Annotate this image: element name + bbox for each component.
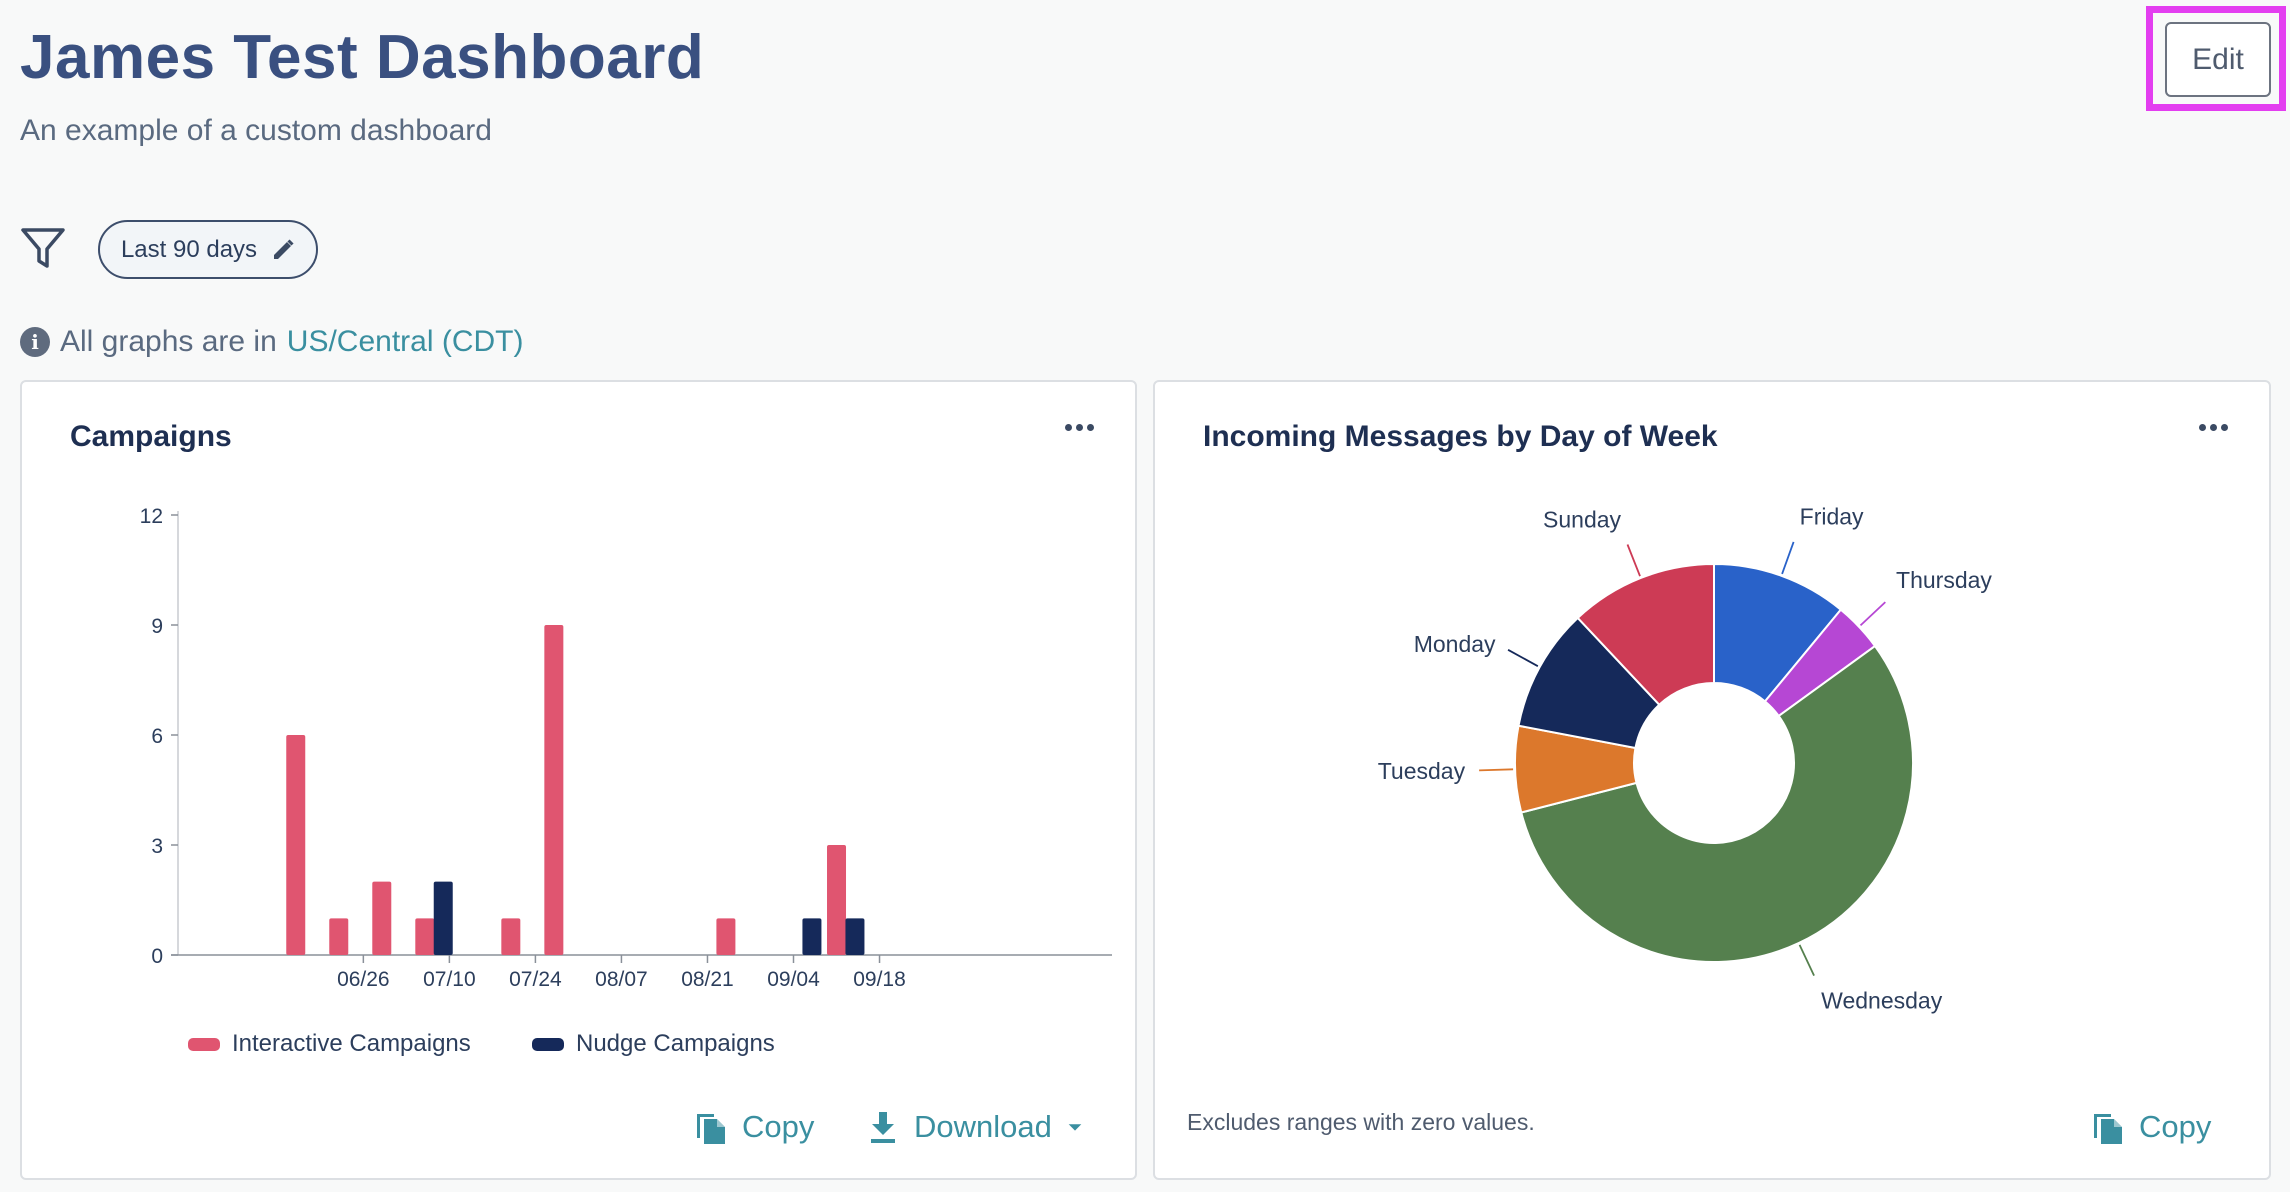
more-dot-icon	[1064, 423, 1072, 431]
download-icon	[871, 1112, 895, 1143]
campaigns-more-button[interactable]	[1059, 412, 1099, 442]
bar-nudge-campaigns	[845, 918, 865, 955]
messages-copy-button[interactable]: Copy	[2091, 1102, 2211, 1152]
y-tick-label: 12	[140, 505, 163, 528]
slice-label-thursday: Thursday	[1896, 567, 1992, 593]
bar-interactive-campaigns	[329, 918, 349, 955]
legend-swatch-interactive	[188, 1037, 220, 1051]
caret-down-icon	[1068, 1124, 1082, 1131]
info-icon: i	[20, 327, 50, 357]
slice-label-monday: Monday	[1414, 631, 1496, 657]
more-dot-icon	[2209, 423, 2217, 431]
campaigns-card-title: Campaigns	[70, 420, 232, 453]
slice-label-wednesday: Wednesday	[1821, 987, 1943, 1013]
timezone-link[interactable]: US/Central (CDT)	[286, 325, 524, 358]
bar-interactive-campaigns	[286, 735, 306, 955]
leader-line-friday	[1781, 541, 1795, 575]
messages-donut-chart: Friday Thursday Wednesday Tuesday Monday Sund…	[1378, 504, 1993, 1014]
slice-sunday	[1576, 562, 1715, 707]
x-tick-label: 08/07	[595, 968, 648, 991]
x-tick-label: 07/10	[423, 968, 476, 991]
x-tick-label: 08/21	[681, 968, 734, 991]
bar-interactive-campaigns	[501, 918, 521, 955]
more-dot-icon	[2220, 423, 2228, 431]
download-label: Download	[914, 1109, 1052, 1144]
x-tick-label: 07/24	[509, 968, 562, 991]
more-dot-icon	[1086, 423, 1094, 431]
slice-label-sunday: Sunday	[1543, 506, 1622, 532]
campaigns-bar-chart: 0 3 6 9 12 06/26 07/10 07/24 08/07 08/21 09/04 09/1…	[140, 505, 1112, 991]
x-tick-label: 09/04	[767, 968, 820, 991]
copy-label: Copy	[742, 1109, 815, 1144]
bar-interactive-campaigns	[372, 881, 392, 955]
leader-line-tuesday	[1479, 768, 1514, 772]
bar-nudge-campaigns	[433, 881, 453, 955]
timezone-note: i All graphs are in US/Central (CDT)	[20, 322, 524, 362]
bar-interactive-campaigns	[827, 845, 847, 955]
y-tick-label: 0	[151, 945, 163, 968]
bar-interactive-campaigns	[544, 625, 564, 955]
y-tick-label: 9	[151, 615, 163, 638]
edit-button[interactable]: Edit	[2165, 22, 2271, 97]
pencil-icon	[274, 238, 294, 259]
date-range-chip[interactable]: Last 90 days	[98, 220, 318, 279]
slice-wednesday	[1520, 644, 1914, 963]
date-range-label: Last 90 days	[120, 235, 258, 263]
copy-icon	[2094, 1114, 2122, 1144]
x-tick-label: 09/18	[853, 968, 906, 991]
filter-icon[interactable]	[20, 226, 66, 270]
leader-line-sunday	[1626, 544, 1641, 577]
x-tick-label: 06/26	[337, 968, 390, 991]
slice-label-tuesday: Tuesday	[1378, 758, 1466, 784]
messages-footnote: Excludes ranges with zero values.	[1187, 1109, 1535, 1135]
y-tick-label: 6	[151, 725, 163, 748]
legend-label-interactive: Interactive Campaigns	[232, 1030, 471, 1057]
campaigns-download-button[interactable]: Download	[866, 1102, 1084, 1152]
copy-label: Copy	[2139, 1109, 2212, 1144]
bar-interactive-campaigns	[415, 918, 435, 955]
bar-interactive-campaigns	[716, 918, 736, 955]
legend-nudge[interactable]: Nudge Campaigns	[532, 1030, 775, 1058]
page-subtitle: An example of a custom dashboard	[20, 114, 492, 147]
more-dot-icon	[1075, 423, 1083, 431]
leader-line-monday	[1507, 648, 1539, 667]
leader-line-thursday	[1859, 601, 1886, 627]
slice-label-friday: Friday	[1800, 504, 1864, 530]
more-dot-icon	[2198, 423, 2206, 431]
copy-icon	[697, 1114, 725, 1144]
edit-button-highlight	[2146, 6, 2286, 111]
y-tick-label: 3	[151, 835, 163, 858]
legend-label-nudge: Nudge Campaigns	[576, 1030, 775, 1057]
messages-card: Incoming Messages by Day of Week Friday T…	[1153, 380, 2271, 1180]
legend-swatch-nudge	[532, 1037, 564, 1051]
legend-interactive[interactable]: Interactive Campaigns	[188, 1030, 471, 1058]
campaigns-copy-button[interactable]: Copy	[694, 1102, 814, 1152]
messages-card-title: Incoming Messages by Day of Week	[1203, 420, 1718, 453]
timezone-prefix: All graphs are in	[60, 325, 277, 358]
campaigns-card: Campaigns 0 3 6 9 12 06/26 07/10 07/24 08/07 08/2…	[20, 380, 1137, 1180]
messages-more-button[interactable]	[2193, 412, 2233, 442]
bar-nudge-campaigns	[802, 918, 822, 955]
leader-line-wednesday	[1798, 944, 1815, 977]
page-title: James Test Dashboard	[20, 23, 705, 92]
